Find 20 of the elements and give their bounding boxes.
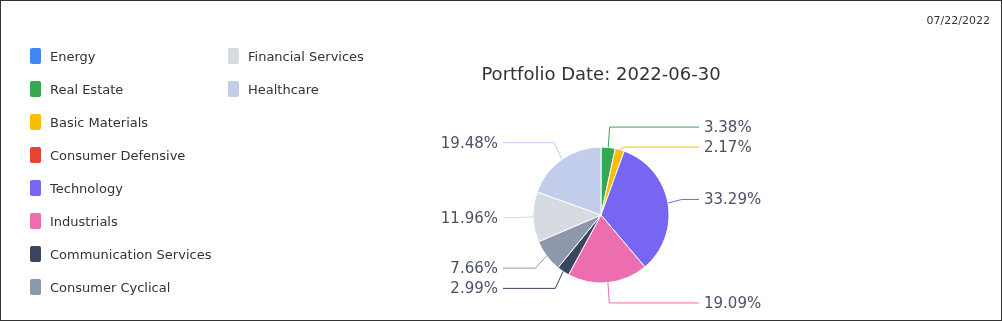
legend-label: Healthcare — [248, 82, 319, 97]
data-label: 19.48% — [440, 133, 498, 152]
data-label: 2.17% — [704, 138, 752, 157]
legend-label: Industrials — [50, 214, 118, 229]
text: Portfolio Date: 2022-06-30 — [481, 63, 721, 84]
legend-label: Financial Services — [248, 49, 365, 64]
legend-label: Basic Materials — [50, 115, 149, 130]
legend-label: Energy — [50, 49, 96, 64]
legend-label: Communication Services — [50, 247, 212, 262]
data-label: 7.66% — [450, 259, 498, 278]
legend-label: Consumer Defensive — [50, 148, 186, 163]
data-label: 33.29% — [704, 190, 762, 209]
legend-label: Technology — [49, 181, 124, 196]
text: 07/22/2022 — [926, 14, 990, 27]
legend-label: Real Estate — [50, 82, 124, 97]
legend-label: Consumer Cyclical — [50, 280, 171, 295]
data-label: 11.96% — [440, 208, 498, 227]
data-label: 19.09% — [704, 293, 762, 312]
data-label: 3.38% — [704, 118, 752, 137]
data-label: 2.99% — [450, 279, 498, 298]
